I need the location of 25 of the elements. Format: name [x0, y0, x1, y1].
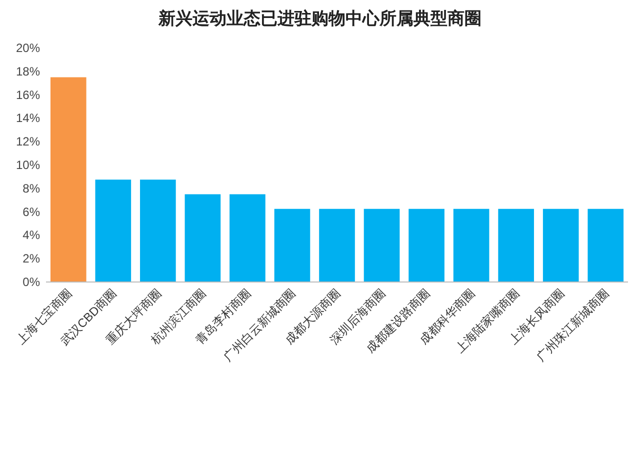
bar — [542, 208, 579, 282]
bar — [498, 208, 534, 282]
y-tick-label: 8% — [22, 181, 40, 196]
y-tick-label: 18% — [16, 64, 40, 78]
y-tick-label: 6% — [22, 204, 40, 219]
bar — [408, 208, 444, 282]
y-tick-label: 14% — [16, 111, 40, 126]
y-tick-label: 0% — [22, 275, 40, 289]
bar — [140, 180, 176, 282]
bar — [274, 208, 310, 282]
bar — [95, 180, 132, 282]
y-tick-label: 12% — [16, 134, 40, 149]
bar — [319, 208, 355, 282]
bar — [588, 208, 624, 282]
bar — [453, 208, 490, 282]
bar — [184, 194, 221, 282]
y-tick-label: 2% — [22, 252, 40, 266]
bar — [364, 208, 400, 282]
y-tick-label: 16% — [16, 88, 40, 102]
chart-title: 新兴运动业态已进驻购物中心所属典型商圈 — [158, 9, 482, 28]
y-tick-label: 10% — [16, 158, 40, 172]
y-tick-label: 20% — [16, 41, 40, 55]
bar — [230, 194, 266, 282]
bar — [50, 77, 86, 282]
y-tick-label: 4% — [22, 228, 40, 242]
